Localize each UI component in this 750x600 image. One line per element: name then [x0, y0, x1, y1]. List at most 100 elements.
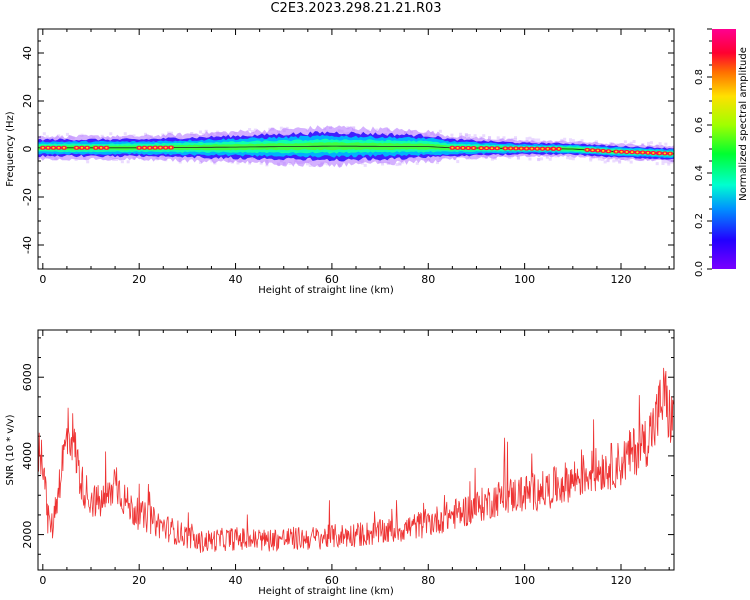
spectrogram-cell — [482, 134, 486, 138]
spectrogram-cell — [464, 134, 468, 138]
spectrogram-cell — [658, 142, 662, 146]
spectrogram-peak-core — [105, 146, 108, 149]
spectrogram-cell — [438, 129, 442, 133]
y-tick-label: -20 — [21, 188, 34, 206]
spectrogram-cell — [508, 155, 512, 159]
y-tick-label: 0 — [21, 146, 34, 153]
spectrogram-cell — [563, 137, 567, 141]
spectrogram-cell — [57, 134, 61, 138]
spectrogram-peak-core — [52, 146, 55, 149]
colorbar-tick-label: 0.0 — [694, 261, 705, 277]
spectrogram-band — [38, 125, 674, 168]
x-axis-label: Height of straight line (km) — [258, 586, 394, 597]
spectrogram-cell — [545, 154, 549, 158]
spectrogram-cell — [190, 132, 194, 136]
colorbar-tick-label: 0.8 — [694, 69, 705, 85]
spectrogram-cell — [667, 162, 671, 166]
spectrogram-cell — [629, 160, 633, 164]
spectrogram-peak-core — [472, 147, 475, 150]
spectrogram-peak-core — [652, 151, 655, 154]
x-tick-label: 0 — [39, 273, 46, 286]
spectrogram-peak-core — [164, 146, 167, 149]
spectrogram-cell — [537, 138, 541, 142]
x-tick-label: 20 — [132, 574, 146, 587]
colorbar-tick-label: 0.2 — [694, 213, 705, 229]
spectrogram-cell — [109, 132, 113, 136]
spectrogram-cell — [268, 127, 272, 131]
spectrogram-cell — [537, 158, 541, 162]
spectrogram-peak-core — [153, 146, 157, 149]
page-title: C2E3.2023.298.21.21.R03 — [270, 1, 442, 16]
spectrogram-cell — [655, 162, 659, 166]
spectrogram-peak-core — [504, 147, 507, 150]
spectrogram-peak-core — [668, 152, 672, 155]
x-tick-label: 60 — [325, 273, 339, 286]
spectrogram-cell — [144, 132, 147, 136]
spectrogram-peak-core — [495, 147, 499, 150]
x-tick-label: 100 — [514, 574, 535, 587]
y-tick-label: 20 — [21, 94, 34, 108]
y-tick-label: 6000 — [21, 363, 34, 391]
spectrogram-cell — [629, 141, 633, 145]
x-tick-label: 80 — [421, 273, 435, 286]
spectrogram-peak-core — [641, 151, 644, 154]
colorbar-tick-label: 0.4 — [694, 165, 705, 181]
spectrogram-peak-core — [546, 147, 549, 150]
spectrogram-peak-core — [535, 147, 539, 150]
spectrogram-cell — [467, 134, 471, 138]
spectrogram-peak-core — [94, 146, 98, 149]
spectrogram-peak-core — [485, 147, 488, 150]
spectrogram-cell — [488, 136, 492, 140]
spectrogram-cell — [571, 139, 575, 143]
spectrogram-cell — [560, 138, 564, 142]
spectrogram-cell — [115, 157, 119, 161]
spectrogram-panel: 0 20 40 60 80 100 120 -40 -20 0 20 40 Height of stra… — [5, 28, 675, 296]
spectrogram-cell — [74, 157, 78, 161]
x-tick-label: 80 — [421, 574, 435, 587]
x-tick-label: 120 — [611, 574, 632, 587]
spectrogram-peak-core — [85, 146, 89, 149]
spectrogram-peak-core — [591, 149, 594, 152]
spectrogram-cell — [514, 138, 518, 142]
spectrogram-cell — [548, 157, 552, 161]
spectrogram-cell — [126, 160, 130, 164]
spectrogram-peak-core — [630, 151, 634, 154]
snr-line — [38, 367, 674, 553]
spectrogram-peak-core — [467, 146, 470, 149]
spectrogram-cell — [661, 161, 665, 165]
spectrogram-cell — [112, 158, 116, 162]
spectrogram-cell — [250, 130, 254, 134]
spectrogram-peak-core — [80, 146, 84, 149]
spectrogram-peak-core — [601, 149, 605, 152]
colorbar-gradient — [712, 29, 736, 269]
spectrogram-cell — [615, 158, 619, 162]
spectrogram-cell — [534, 138, 538, 142]
spectrogram-cell — [667, 160, 671, 164]
spectrogram-cell — [632, 140, 636, 144]
spectrogram-cell — [568, 138, 572, 142]
spectrogram-cell — [571, 157, 575, 161]
colorbar-label: Normalized spectral amplitude — [738, 47, 749, 201]
spectrogram-cell — [253, 128, 257, 132]
spectrogram-peak-core — [552, 147, 555, 150]
spectrogram-cell — [45, 135, 49, 139]
spectrogram-cell — [435, 161, 439, 165]
spectrogram-cell — [540, 157, 544, 161]
spectrogram-cell — [201, 132, 205, 136]
spectrogram-cell — [470, 136, 474, 140]
spectrogram-cell — [381, 162, 385, 166]
spectrogram-cell — [288, 161, 292, 165]
spectrogram-peak-core — [663, 152, 667, 155]
spectrogram-peak-core — [137, 146, 141, 149]
spectrogram-cell — [580, 139, 584, 143]
spectrogram-cell — [531, 137, 535, 141]
spectrogram-peak-core — [46, 146, 50, 149]
spectrogram-cell — [132, 134, 136, 138]
spectrogram-peak-core — [148, 146, 151, 149]
spectrogram-cell — [459, 132, 463, 136]
spectrogram-cell — [603, 160, 607, 164]
spectrogram-cell — [398, 162, 402, 166]
spectrogram-cell — [568, 156, 572, 160]
spectrogram-cell — [204, 129, 208, 133]
